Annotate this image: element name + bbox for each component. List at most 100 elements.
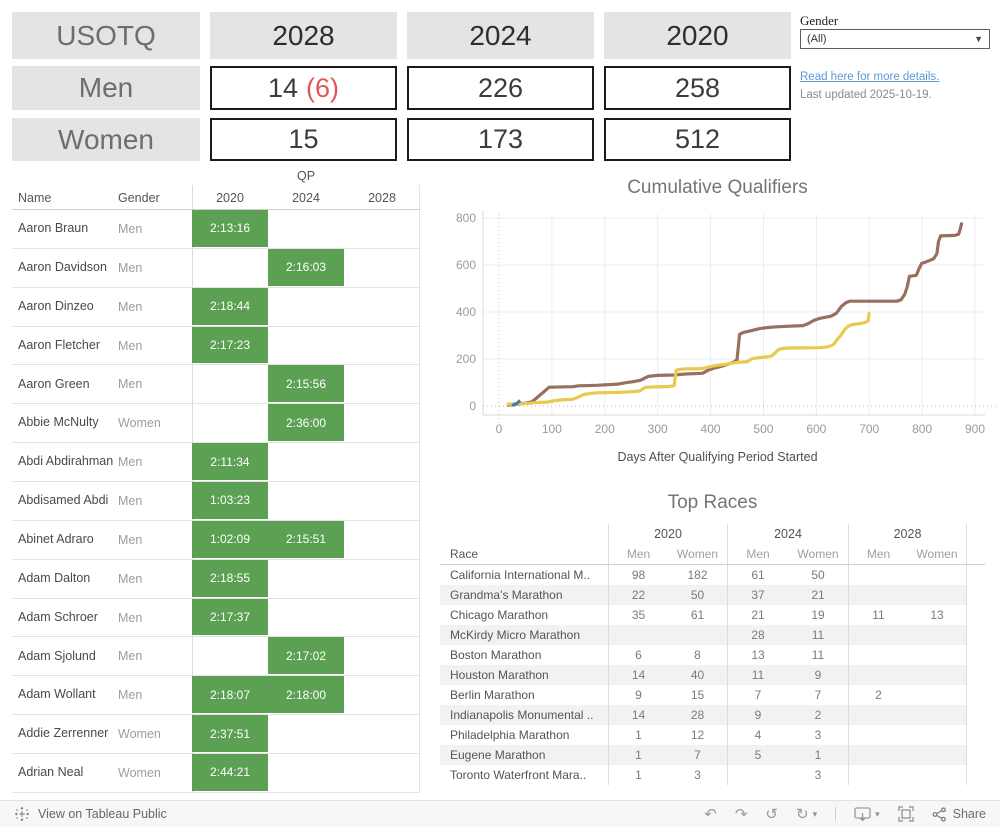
race-row[interactable]: Boston Marathon 6 8 13 11 — [440, 645, 985, 665]
race-name: Chicago Marathon — [450, 608, 549, 622]
qualifying-time-2020[interactable]: 2:18:55 — [192, 559, 268, 597]
count-women-2024[interactable]: 173 — [407, 118, 594, 161]
device-preview-button[interactable]: ▾ — [854, 806, 880, 822]
qualifier-row[interactable]: Abbie McNulty Women 2:36:00 — [12, 404, 420, 444]
gender-filter-value: (All) — [807, 33, 827, 45]
qualifier-row[interactable]: Aaron Green Men 2:15:56 — [12, 365, 420, 405]
qualifier-row[interactable]: Adrian Neal Women 2:44:21 — [12, 754, 420, 793]
race-count — [908, 685, 967, 705]
race-row[interactable]: California International M.. 98 182 61 50 — [440, 565, 985, 585]
race-count — [848, 585, 908, 605]
qualifying-time-2020[interactable]: 2:17:23 — [192, 326, 268, 364]
qualifying-time-2020[interactable]: 2:17:37 — [192, 598, 268, 636]
race-row[interactable]: Grandma’s Marathon 22 50 37 21 — [440, 585, 985, 605]
race-row[interactable]: Indianapolis Monumental .. 14 28 9 2 — [440, 705, 985, 725]
race-count: 50 — [811, 568, 825, 582]
athlete-name: Adrian Neal — [18, 765, 84, 780]
qualifier-row[interactable]: Abinet Adraro Men 1:02:09 2:15:51 — [12, 520, 420, 560]
race-row[interactable]: McKirdy Micro Marathon 28 11 — [440, 625, 985, 645]
share-button[interactable]: Share — [932, 806, 986, 822]
athlete-name: Abdisamed Abdi — [18, 493, 109, 508]
qualifier-row[interactable]: Abdi Abdirahman Men 2:11:34 — [12, 443, 420, 483]
details-link[interactable]: Read here for more details. — [800, 71, 940, 83]
qualifier-row[interactable]: Aaron Davidson Men 2:16:03 — [12, 248, 420, 288]
gender-filter-label: Gender — [800, 13, 839, 28]
qualifiers-rows: Aaron Braun Men 2:13:16 Aaron Davidson Men 2:… — [12, 210, 420, 793]
qualifying-time-2024 — [268, 327, 344, 364]
race-row[interactable]: Chicago Marathon 35 61 21 19 11 13 — [440, 605, 985, 625]
series-line-2020[interactable] — [506, 222, 964, 407]
cumulative-qualifiers-chart[interactable]: 0 200 400 600 800 0 100 200 300 400 500 600 700 800 90… — [440, 200, 1000, 448]
chart-title: Cumulative Qualifiers — [627, 177, 808, 198]
qualifying-time-2020[interactable]: 1:02:09 — [192, 520, 268, 558]
qualifier-row[interactable]: Adam Wollant Men 2:18:07 2:18:00 — [12, 676, 420, 716]
race-count: 61 — [690, 608, 705, 622]
refresh-button[interactable]: ↻ ▾ — [796, 807, 817, 822]
qualifying-time-2020[interactable]: 2:11:34 — [192, 443, 268, 481]
race-count: 37 — [727, 585, 788, 605]
qualifying-time-2020[interactable]: 2:18:44 — [192, 287, 268, 325]
qualifying-time-2020[interactable]: 2:37:51 — [192, 715, 268, 753]
series-line-2024[interactable] — [506, 312, 871, 406]
qualifier-row[interactable]: Adam Schroer Men 2:17:37 — [12, 598, 420, 638]
chevron-down-icon: ▾ — [875, 808, 880, 819]
qualifier-row[interactable]: Aaron Dinzeo Men 2:18:44 — [12, 287, 420, 327]
qualifier-row[interactable]: Abdisamed Abdi Men 1:03:23 — [12, 482, 420, 521]
qualifying-time-2020[interactable]: 2:44:21 — [192, 754, 268, 791]
race-count: 12 — [690, 728, 705, 742]
athlete-name: Abinet Adraro — [18, 531, 94, 546]
qualifier-row[interactable]: Aaron Braun Men 2:13:16 — [12, 210, 420, 249]
count-men-2028[interactable]: 14 (6) — [210, 66, 397, 110]
qualifying-time-2024[interactable]: 2:17:02 — [268, 637, 344, 675]
count-women-2028[interactable]: 15 — [210, 118, 397, 161]
y-tick-label: 400 — [456, 305, 476, 319]
fullscreen-icon[interactable] — [897, 806, 914, 822]
qualifying-time-2024[interactable]: 2:15:51 — [268, 520, 344, 558]
race-count: 3 — [814, 768, 822, 782]
sub-header-women: Women — [676, 547, 719, 561]
series-line-2028[interactable] — [511, 399, 522, 407]
race-count — [608, 625, 668, 645]
athlete-gender: Men — [118, 649, 143, 664]
race-name: California International M.. — [450, 568, 591, 582]
race-count: 182 — [687, 568, 708, 582]
qualifying-time-2024[interactable]: 2:16:03 — [268, 248, 344, 286]
athlete-name: Aaron Fletcher — [18, 337, 100, 352]
qualifying-time-2024[interactable]: 2:15:56 — [268, 365, 344, 403]
race-row[interactable]: Toronto Waterfront Mara.. 1 3 3 — [440, 765, 985, 785]
athlete-gender: Women — [118, 765, 161, 780]
last-updated-text: Last updated 2025-10-19. — [800, 89, 932, 101]
qualifying-time-2028 — [344, 599, 420, 636]
race-count: 7 — [668, 745, 727, 765]
race-row[interactable]: Berlin Marathon 9 15 7 7 2 — [440, 685, 985, 705]
race-row[interactable]: Houston Marathon 14 40 11 9 — [440, 665, 985, 685]
undo-icon[interactable]: ↶ — [704, 805, 717, 823]
race-row[interactable]: Eugene Marathon 1 7 5 1 — [440, 745, 985, 765]
qualifying-time-2020[interactable]: 2:18:07 — [192, 676, 268, 714]
count-women-2020[interactable]: 512 — [604, 118, 791, 161]
race-count — [908, 665, 967, 685]
qualifier-row[interactable]: Adam Sjolund Men 2:17:02 — [12, 637, 420, 677]
qualifier-row[interactable]: Adam Dalton Men 2:18:55 — [12, 559, 420, 599]
qualifying-time-2020[interactable]: 2:13:16 — [192, 210, 268, 247]
qualifying-time-2020[interactable]: 1:03:23 — [192, 482, 268, 519]
race-name: Philadelphia Marathon — [450, 728, 570, 742]
qualifying-time-2024[interactable]: 2:18:00 — [268, 676, 344, 714]
race-count: 21 — [788, 585, 848, 605]
qualifying-time-2024 — [268, 599, 344, 636]
athlete-gender: Men — [118, 338, 143, 353]
redo-icon[interactable]: ↷ — [734, 805, 748, 823]
count-men-2024[interactable]: 226 — [407, 66, 594, 110]
qualifier-row[interactable]: Addie Zerrenner Women 2:37:51 — [12, 715, 420, 755]
chevron-down-icon: ▾ — [812, 808, 818, 819]
qualifying-time-2024[interactable]: 2:36:00 — [268, 404, 344, 442]
view-on-tableau-public-link[interactable]: View on Tableau Public — [14, 806, 167, 822]
athlete-name: Aaron Braun — [18, 221, 89, 236]
gender-filter-dropdown[interactable]: (All) ▼ — [800, 29, 990, 49]
share-label: Share — [952, 807, 986, 821]
count-men-2020[interactable]: 258 — [604, 66, 791, 110]
revert-icon[interactable]: ↺ — [765, 805, 778, 823]
race-row[interactable]: Philadelphia Marathon 1 12 4 3 — [440, 725, 985, 745]
athlete-gender: Men — [118, 377, 143, 392]
qualifier-row[interactable]: Aaron Fletcher Men 2:17:23 — [12, 326, 420, 366]
